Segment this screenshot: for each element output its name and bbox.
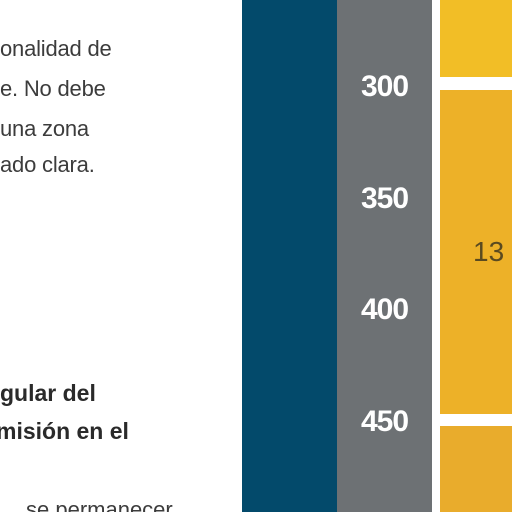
blue-color-band xyxy=(242,0,337,512)
scale-value-350: 350 xyxy=(360,182,409,215)
paragraph-line-3: una zona xyxy=(0,116,89,141)
paragraph-line-1: onalidad de xyxy=(0,36,112,61)
paragraph-line-4: ado clara. xyxy=(0,152,95,177)
yellow-block-bottom xyxy=(440,426,512,512)
block-label: 13 xyxy=(473,236,505,267)
paragraph-cut-line: se permanecer xyxy=(26,497,173,512)
yellow-block-13 xyxy=(440,90,512,414)
scale-value-400: 400 xyxy=(360,293,409,326)
yellow-block-top xyxy=(440,0,512,77)
gray-scale-band xyxy=(337,0,432,512)
paragraph-line-2: e. No debe xyxy=(0,76,106,101)
section-heading-line-1: gular del xyxy=(0,380,96,406)
scale-value-300: 300 xyxy=(360,70,409,103)
text-column: onalidad de e. No debe una zona ado clar… xyxy=(0,0,242,512)
band-separator xyxy=(432,0,440,512)
scale-value-450: 450 xyxy=(360,405,409,438)
section-heading-line-2: misión en el xyxy=(0,418,129,444)
